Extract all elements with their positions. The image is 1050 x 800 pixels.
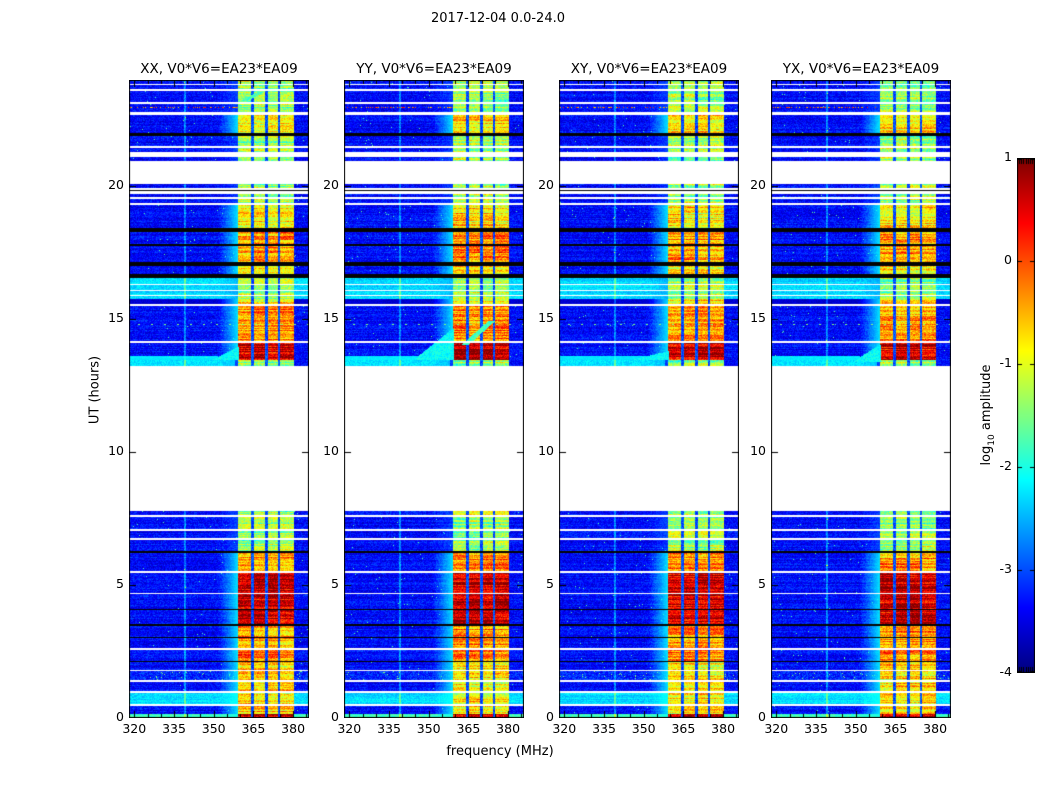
colorbar (1017, 158, 1035, 673)
spectrogram-canvas-yy (344, 80, 524, 718)
y-tick-label: 15 (750, 310, 766, 326)
colorbar-label: log10 amplitude (979, 364, 997, 465)
x-tick-label: 320 (764, 721, 789, 736)
x-tick-label: 350 (201, 721, 226, 736)
y-tick-label: 0 (546, 709, 554, 724)
x-tick-label: 335 (804, 721, 828, 736)
y-tick-label: 20 (538, 177, 554, 193)
panel-title-yx: YX, V0*V6=EA23*EA09 (782, 61, 940, 77)
x-tick-label: 380 (496, 721, 521, 736)
y-axis-label: UT (hours) (87, 355, 103, 425)
x-tick-label: 350 (416, 721, 441, 736)
panel-xx (129, 80, 309, 718)
panel-title-yy: YY, V0*V6=EA23*EA09 (356, 61, 512, 77)
panel-title-xy: XY, V0*V6=EA23*EA09 (570, 61, 728, 77)
y-tick-label: 20 (108, 177, 124, 193)
colorbar-tick-label: 1 (1004, 149, 1012, 164)
y-tick-label: 5 (758, 576, 766, 592)
colorbar-tick-label: 0 (1004, 252, 1012, 267)
x-tick-label: 365 (241, 721, 266, 736)
y-tick-label: 5 (546, 576, 554, 592)
spectrogram-canvas-yx (771, 80, 951, 718)
x-tick-label: 335 (592, 721, 616, 736)
figure-title: 2017-12-04 0.0-24.0 (431, 11, 565, 26)
y-tick-label: 0 (116, 709, 124, 724)
y-tick-label: 0 (758, 709, 766, 724)
x-tick-label: 335 (162, 721, 186, 736)
colorbar-label-pre: log (979, 445, 995, 466)
x-tick-label: 365 (456, 721, 481, 736)
x-tick-label: 380 (711, 721, 736, 736)
y-tick-label: 0 (331, 709, 339, 724)
x-tick-label: 320 (337, 721, 362, 736)
y-tick-label: 10 (538, 443, 554, 459)
x-tick-label: 365 (883, 721, 908, 736)
panel-yy (344, 80, 524, 718)
y-tick-label: 15 (323, 310, 339, 326)
colorbar-tick-label: -3 (999, 561, 1012, 576)
x-tick-label: 380 (281, 721, 306, 736)
spectrogram-canvas-xy (559, 80, 739, 718)
y-tick-label: 20 (323, 177, 339, 193)
panel-title-xx: XX, V0*V6=EA23*EA09 (140, 61, 298, 77)
x-tick-label: 365 (671, 721, 696, 736)
y-tick-label: 10 (108, 443, 124, 459)
spectrogram-canvas-xx (129, 80, 309, 718)
x-tick-label: 320 (122, 721, 147, 736)
x-tick-label: 320 (552, 721, 577, 736)
y-tick-label: 10 (750, 443, 766, 459)
x-tick-label: 350 (631, 721, 656, 736)
x-tick-label: 380 (923, 721, 948, 736)
y-tick-label: 15 (108, 310, 124, 326)
y-tick-label: 20 (750, 177, 766, 193)
y-tick-label: 5 (331, 576, 339, 592)
x-axis-label: frequency (MHz) (446, 744, 554, 759)
y-tick-label: 15 (538, 310, 554, 326)
panel-xy (559, 80, 739, 718)
x-tick-label: 350 (843, 721, 868, 736)
colorbar-label-post: amplitude (979, 364, 995, 435)
colorbar-tick-label: -1 (999, 355, 1012, 370)
panel-yx (771, 80, 951, 718)
colorbar-label-sub: 10 (986, 434, 997, 446)
y-tick-label: 5 (116, 576, 124, 592)
colorbar-tick-label: -4 (999, 664, 1012, 679)
colorbar-tick-label: -2 (999, 458, 1012, 473)
y-tick-label: 10 (323, 443, 339, 459)
x-tick-label: 335 (377, 721, 401, 736)
